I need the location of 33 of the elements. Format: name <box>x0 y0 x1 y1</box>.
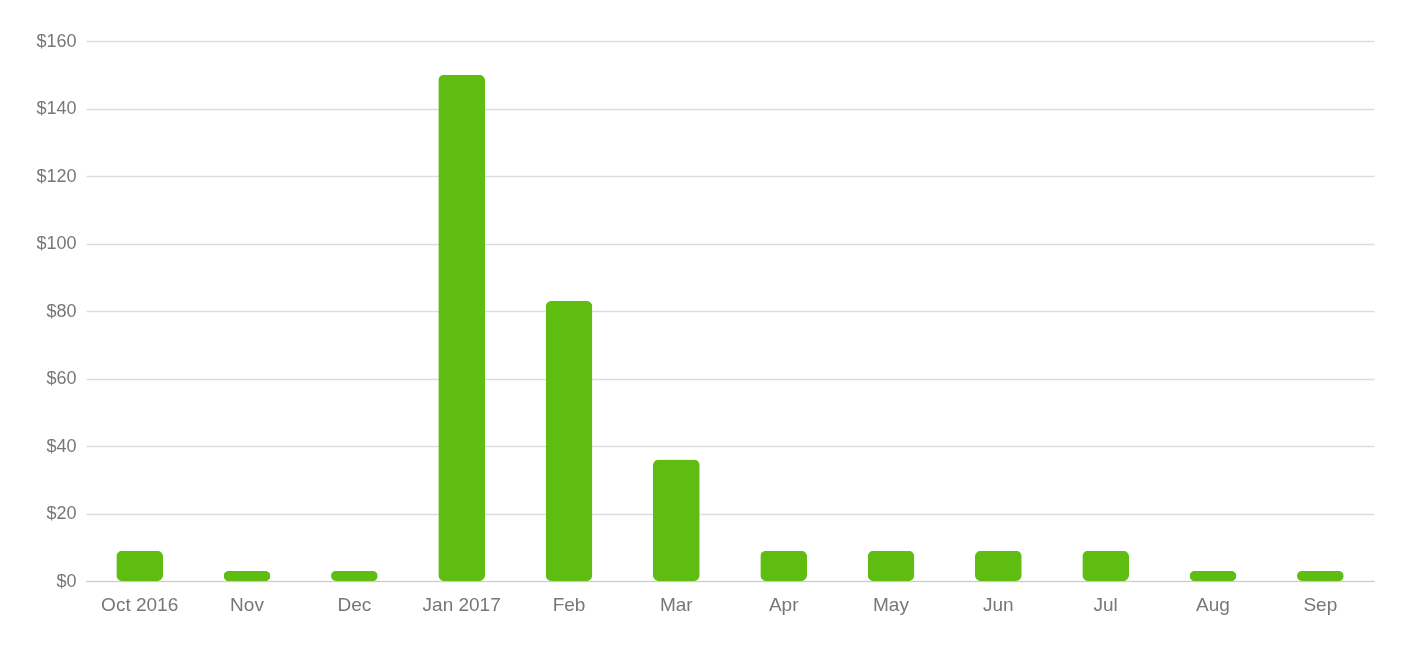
y-tick-label: $20 <box>46 503 77 523</box>
bar <box>1082 550 1130 581</box>
y-tick-label: $160 <box>36 30 77 51</box>
y-tick-label: $80 <box>46 300 77 321</box>
y-tick-label: $40 <box>46 435 77 456</box>
x-tick-label: Nov <box>230 593 265 615</box>
x-tick-label: Jun <box>983 593 1014 615</box>
x-tick-label: Dec <box>337 593 372 615</box>
x-tick-label: Mar <box>659 593 694 615</box>
y-tick-label: $140 <box>36 98 77 118</box>
y-tick-label: $60 <box>46 368 77 388</box>
x-tick-label: Sep <box>1303 593 1338 615</box>
bar <box>760 550 808 581</box>
x-tick-label: Jan 2017 <box>422 593 501 615</box>
x-tick-label: Feb <box>552 593 586 615</box>
bar <box>867 550 915 581</box>
x-tick-label: May <box>873 593 910 615</box>
x-tick-label: Oct 2016 <box>101 593 179 615</box>
bar <box>545 300 593 581</box>
y-tick-label: $0 <box>56 570 77 591</box>
bar <box>652 459 700 581</box>
bar <box>330 570 378 581</box>
bar <box>1296 570 1344 581</box>
x-tick-label: Jul <box>1093 593 1118 615</box>
bar <box>1189 570 1237 581</box>
x-tick-label: Aug <box>1196 593 1230 615</box>
y-tick-label: $120 <box>36 165 77 186</box>
bar <box>974 550 1022 581</box>
bar <box>223 570 271 581</box>
bar <box>438 74 486 581</box>
bar <box>116 550 164 581</box>
x-tick-label: Apr <box>768 593 800 615</box>
y-tick-label: $100 <box>36 233 77 253</box>
